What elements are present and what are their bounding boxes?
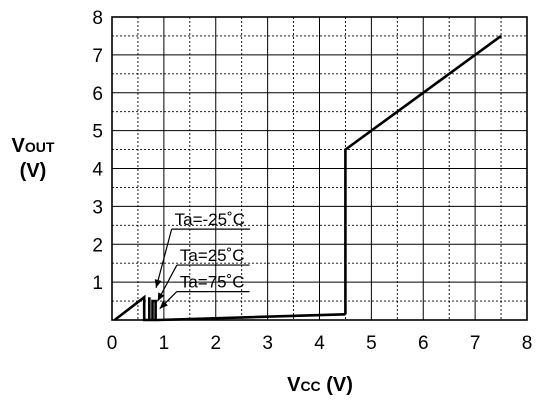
annotation-label: Ta=25˚C xyxy=(180,246,245,265)
x-tick-label: 7 xyxy=(470,333,481,354)
series-layer xyxy=(113,34,502,322)
x-axis-title-main: V xyxy=(287,374,301,396)
y-tick-label: 8 xyxy=(92,8,103,29)
annotation-label: Ta=75˚C xyxy=(180,273,245,292)
y-tick-label: 7 xyxy=(92,46,103,67)
x-axis-title-unit: (V) xyxy=(321,374,353,396)
y-tick-label: 6 xyxy=(92,84,103,105)
annotation-arrowhead xyxy=(157,292,165,302)
series-line-4 xyxy=(344,34,502,315)
x-tick-label: 5 xyxy=(366,333,377,354)
y-tick-label: 1 xyxy=(92,273,103,294)
y-axis-unit: (V) xyxy=(20,160,47,182)
plot-frame xyxy=(111,16,528,321)
y-tick-label: 5 xyxy=(92,122,103,143)
y-tick-label: 3 xyxy=(92,197,103,218)
series-line-3 xyxy=(151,299,157,320)
x-tick-label: 4 xyxy=(314,333,325,354)
x-tick-label: 1 xyxy=(159,333,170,354)
x-tick-labels: 0 1 2 3 4 5 6 7 8 xyxy=(107,333,533,354)
y-axis-title-sub: OUT xyxy=(25,139,55,155)
y-axis-title-main: V xyxy=(12,135,26,157)
x-tick-label: 3 xyxy=(262,333,273,354)
annotation-label: Ta=-25˚C xyxy=(175,210,245,229)
annotation-arrowhead xyxy=(159,300,168,309)
y-tick-label: 2 xyxy=(92,235,103,256)
x-tick-label: 2 xyxy=(210,333,221,354)
annotations: Ta=-25˚C Ta=25˚C Ta=75˚C xyxy=(154,210,251,310)
y-axis-title: VOUT xyxy=(12,135,55,157)
x-tick-label: 6 xyxy=(418,333,429,354)
annotation-arrowhead xyxy=(154,279,162,288)
annotation-leader xyxy=(155,228,173,288)
y-tick-label: 4 xyxy=(92,160,103,181)
x-tick-label: 8 xyxy=(522,333,533,354)
x-axis-title-sub: CC xyxy=(300,378,320,394)
y-tick-labels: 1 2 3 4 5 6 7 8 xyxy=(92,8,103,294)
x-axis-title: VCC (V) xyxy=(287,374,353,396)
x-tick-label: 0 xyxy=(107,333,118,354)
